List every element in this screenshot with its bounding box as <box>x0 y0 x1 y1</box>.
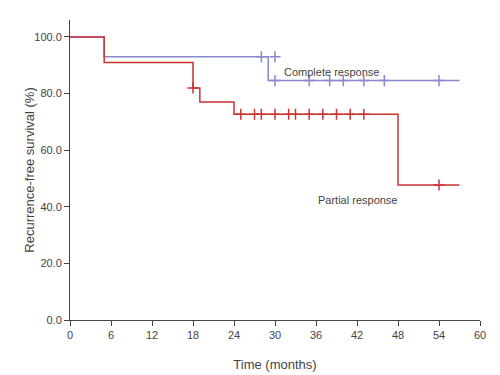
svg-text:Time (months): Time (months) <box>233 357 316 372</box>
svg-text:48: 48 <box>392 329 404 341</box>
svg-text:54: 54 <box>433 329 445 341</box>
svg-text:24: 24 <box>228 329 240 341</box>
svg-text:6: 6 <box>108 329 114 341</box>
svg-text:60: 60 <box>474 329 486 341</box>
svg-text:12: 12 <box>146 329 158 341</box>
svg-text:80.0: 80.0 <box>40 87 61 99</box>
svg-text:Complete response: Complete response <box>284 66 379 78</box>
svg-text:100.0: 100.0 <box>34 31 62 43</box>
svg-text:60.0: 60.0 <box>40 144 61 156</box>
svg-text:36: 36 <box>310 329 322 341</box>
svg-text:20.0: 20.0 <box>40 257 61 269</box>
svg-text:42: 42 <box>351 329 363 341</box>
svg-text:0: 0 <box>67 329 73 341</box>
svg-text:40.0: 40.0 <box>40 201 61 213</box>
svg-text:18: 18 <box>187 329 199 341</box>
svg-text:Recurrence-free survival (%): Recurrence-free survival (%) <box>22 87 37 252</box>
svg-text:30: 30 <box>269 329 281 341</box>
svg-text:Partial response: Partial response <box>318 194 398 206</box>
svg-text:0.0: 0.0 <box>47 314 62 326</box>
